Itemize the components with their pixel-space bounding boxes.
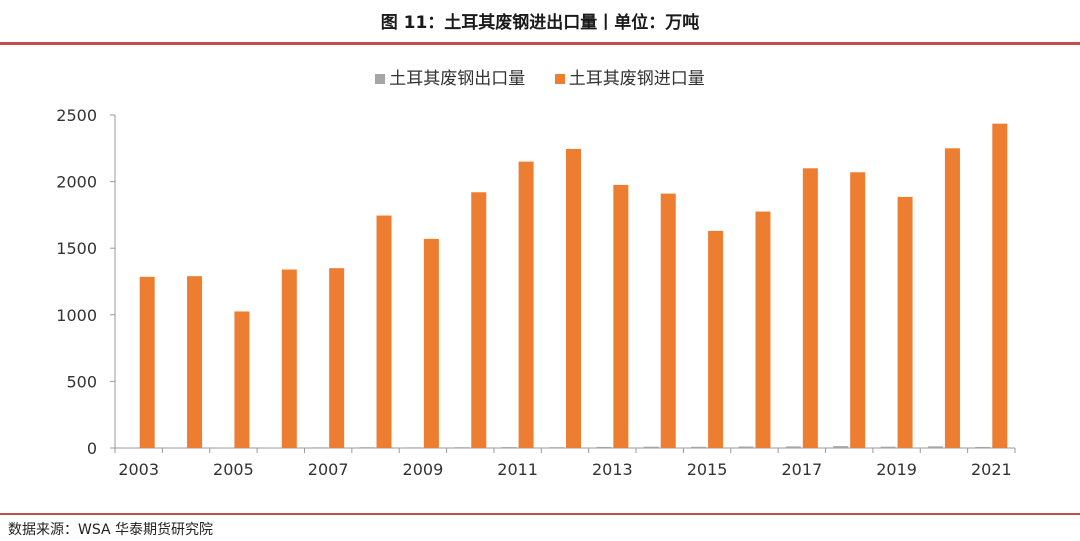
bar-import (566, 148, 581, 448)
bar-import (992, 123, 1008, 449)
x-tick-label: 2007 (308, 460, 349, 479)
bar-export (501, 447, 517, 448)
bottom-divider (0, 513, 1080, 515)
bar-export (549, 447, 564, 448)
bar-export (975, 446, 991, 448)
x-tick-label: 2015 (687, 460, 728, 479)
x-tick-label: 2021 (971, 460, 1012, 479)
bar-export (359, 447, 375, 448)
bar-import (518, 161, 534, 448)
bar-export (454, 447, 470, 448)
bar-export (596, 446, 612, 448)
bar-import (187, 276, 203, 448)
bar-import (423, 238, 439, 448)
bar-export (785, 446, 801, 448)
bar-import (802, 168, 818, 448)
top-divider (0, 42, 1080, 45)
bar-import (613, 184, 629, 448)
y-tick-label: 2000 (56, 173, 97, 192)
bar-export (170, 447, 186, 448)
x-tick-label: 2009 (403, 460, 444, 479)
bar-export (264, 447, 280, 448)
x-tick-label: 2005 (213, 460, 254, 479)
bar-import (281, 269, 297, 448)
bar-import (376, 215, 392, 448)
bar-import (471, 192, 487, 448)
bar-export (833, 446, 849, 448)
bar-import (139, 276, 155, 448)
y-tick-label: 2500 (56, 106, 97, 125)
source-note: 数据来源：WSA 华泰期货研究院 (8, 522, 214, 538)
bar-export (643, 446, 659, 448)
bar-import (944, 148, 960, 449)
legend: 土耳其废钢出口量 土耳其废钢进口量 (0, 64, 1080, 89)
bar-export (406, 447, 422, 448)
legend-swatch-export (375, 74, 386, 84)
legend-swatch-import (554, 74, 565, 84)
x-tick-label: 2013 (592, 460, 633, 479)
y-tick-label: 1500 (56, 239, 97, 258)
bar-export (880, 446, 896, 448)
bar-export (312, 447, 328, 448)
bar-import (329, 268, 345, 448)
legend-item-import: 土耳其废钢进口量 (554, 64, 705, 89)
x-tick-label: 2019 (876, 460, 917, 479)
legend-item-export: 土耳其废钢出口量 (375, 64, 525, 89)
bar-import (234, 311, 250, 448)
y-tick-label: 500 (66, 372, 97, 391)
bar-export (691, 446, 707, 448)
y-tick-label: 0 (87, 439, 97, 458)
x-tick-label: 2011 (497, 460, 538, 479)
bar-export (927, 446, 943, 448)
x-tick-label: 2003 (118, 460, 159, 479)
chart-title: 图 11：土耳其废钢进出口量丨单位：万吨 (380, 13, 700, 33)
bar-import (850, 172, 866, 448)
bar-import (897, 196, 913, 448)
y-tick-label: 1000 (56, 306, 97, 325)
bar-import (660, 193, 676, 448)
x-tick-label: 2017 (781, 460, 822, 479)
bar-import (708, 230, 724, 448)
bar-export (738, 446, 754, 448)
bar-import (755, 211, 771, 448)
legend-label-import: 土耳其废钢进口量 (568, 69, 705, 89)
legend-label-export: 土耳其废钢出口量 (389, 69, 526, 89)
